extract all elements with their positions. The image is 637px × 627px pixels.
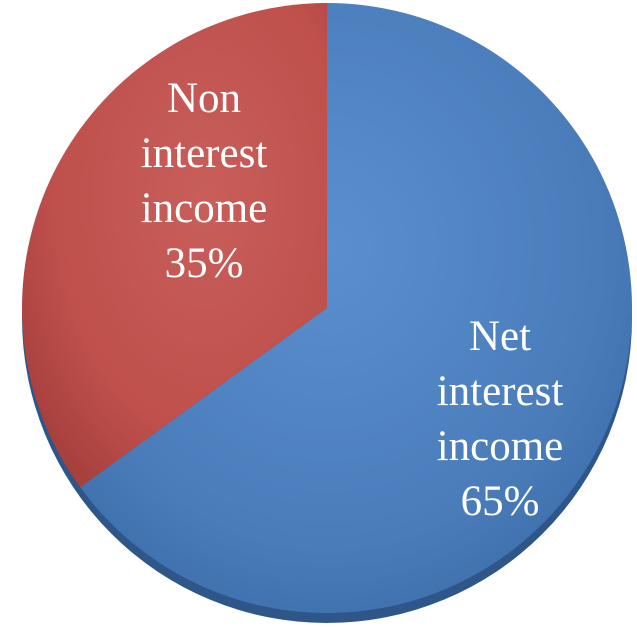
slice-label-line: income [141,185,268,232]
pie-slices [22,3,633,613]
slice-label-line: income [437,423,564,470]
slice-label-line: Non [167,75,241,122]
slice-label-line: 65% [461,478,540,525]
slice-label-line: Net [469,313,531,360]
pie-slice-non-interest-income [22,3,327,488]
slice-label-net-interest-income: Net interest income 65% [437,313,564,525]
slice-label-non-interest-income: Non interest income 35% [141,75,268,287]
pie-labels: Net interest income 65% Non interest income 35% [141,75,564,525]
slice-label-line: interest [437,368,564,415]
slice-label-line: interest [141,130,268,177]
pie-slice-net-interest-income [80,3,633,613]
slice-label-line: 35% [165,240,244,287]
